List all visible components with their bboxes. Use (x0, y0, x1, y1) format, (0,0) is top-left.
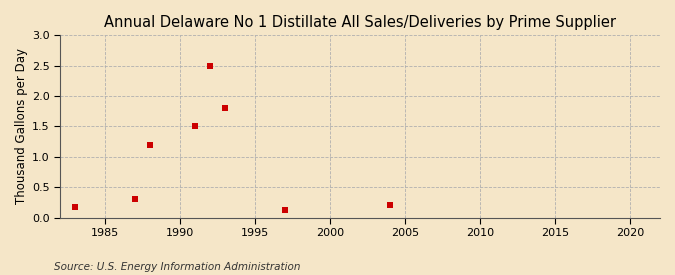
Point (130, 197, 140, 202)
Text: Source: U.S. Energy Information Administration: Source: U.S. Energy Information Administ… (54, 262, 300, 272)
Point (205, 64, 215, 68)
Title: Annual Delaware No 1 Distillate All Sales/Deliveries by Prime Supplier: Annual Delaware No 1 Distillate All Sale… (104, 15, 616, 30)
Point (145, 142, 156, 147)
Point (190, 124, 200, 129)
Point (220, 106, 231, 111)
Point (385, 203, 396, 208)
Point (70, 205, 81, 210)
Point (280, 208, 291, 213)
Y-axis label: Thousand Gallons per Day: Thousand Gallons per Day (15, 48, 28, 204)
